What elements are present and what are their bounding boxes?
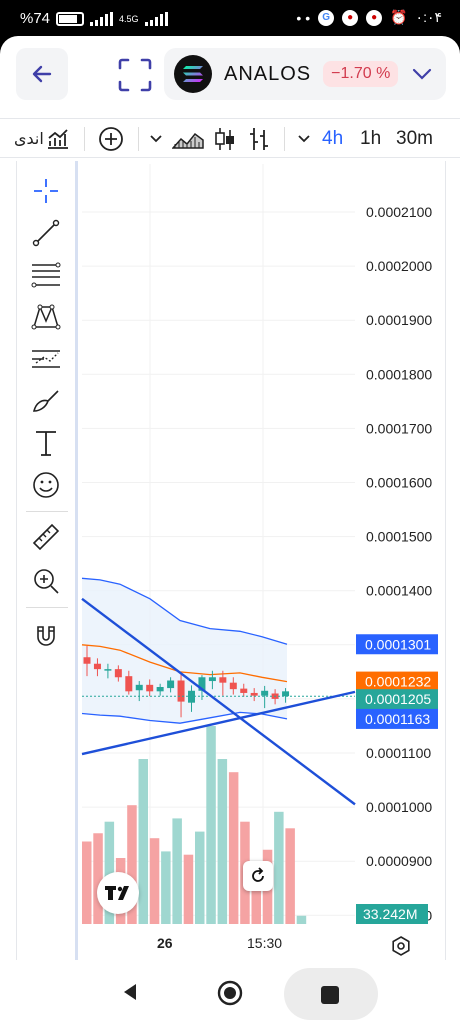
chevron-down-icon — [298, 135, 310, 143]
toolbar-divider — [138, 127, 139, 151]
status-bar: %74 4.5G • • G ● ● ⏰ ۰:۰۴ — [0, 0, 460, 36]
nav-back-icon[interactable] — [120, 982, 140, 1002]
chevron-down-icon — [150, 135, 162, 143]
chart-area[interactable] — [16, 161, 446, 960]
add-compare-button[interactable] — [98, 119, 124, 157]
trendline-icon — [32, 219, 60, 247]
prediction-tool[interactable] — [30, 343, 62, 375]
text-tool[interactable] — [30, 427, 62, 459]
chart-toolbar: اندی 4h 1h 30m — [0, 118, 460, 158]
indicators-label[interactable]: اندی — [14, 131, 44, 148]
pattern-icon — [31, 304, 61, 330]
candles-icon[interactable] — [214, 119, 236, 157]
reset-chart-button[interactable] — [243, 861, 273, 891]
battery-icon — [56, 11, 85, 26]
battery-percent: %74 — [20, 10, 51, 27]
gear-icon — [392, 936, 410, 956]
notification-icon-2: ● — [366, 9, 383, 26]
text-icon — [36, 431, 56, 456]
smiley-icon — [33, 472, 59, 498]
tradingview-logo[interactable] — [97, 872, 139, 914]
notification-icon: ● — [342, 9, 359, 26]
ruler-tool[interactable] — [30, 521, 62, 553]
more-dots-icon: • • — [296, 9, 311, 26]
refresh-icon — [252, 867, 264, 882]
system-nav-bar — [0, 960, 460, 1024]
toolbar-divider — [84, 127, 85, 151]
zoom-tool[interactable] — [30, 565, 62, 597]
indicators-icon[interactable] — [46, 119, 70, 157]
forecast-icon — [32, 350, 60, 368]
drawing-toolbar — [16, 161, 78, 960]
timeframe-4h[interactable]: 4h — [322, 128, 344, 149]
chart-settings-button[interactable] — [389, 934, 413, 958]
timeframe-1h[interactable]: 1h — [360, 128, 382, 149]
crosshair-tool[interactable] — [30, 175, 62, 207]
price-change-badge: −1.70 % — [323, 61, 399, 87]
magnet-icon — [37, 626, 55, 646]
alarm-icon: ⏰ — [390, 9, 408, 25]
clock: ۰:۰۴ — [415, 9, 442, 25]
toolbar-divider — [26, 511, 68, 512]
toolbar-divider — [284, 127, 285, 151]
fullscreen-button[interactable] — [114, 54, 156, 96]
toolbar-divider — [26, 607, 68, 608]
crosshair-icon — [34, 179, 58, 203]
fullscreen-icon — [118, 58, 152, 92]
chevron-down-icon — [412, 63, 432, 86]
plus-circle-icon — [99, 127, 123, 151]
brush-tool[interactable] — [30, 385, 62, 417]
network-type: 4.5G — [119, 13, 139, 24]
header: ANALOS −1.70 % — [0, 36, 460, 112]
trendline-tool[interactable] — [30, 217, 62, 249]
signal-icon-2 — [144, 11, 168, 26]
back-button[interactable] — [16, 48, 68, 100]
area-chart-icon[interactable] — [172, 119, 204, 157]
chart-type-dropdown[interactable] — [150, 119, 162, 157]
nav-recent-icon[interactable] — [321, 986, 339, 1004]
app-window: ANALOS −1.70 % اندی — [0, 36, 460, 960]
nav-home-icon[interactable] — [217, 980, 243, 1006]
timeframe-dropdown[interactable] — [298, 119, 310, 157]
signal-icon — [90, 11, 114, 26]
zoom-in-icon — [34, 569, 59, 594]
solana-logo-icon — [174, 55, 212, 93]
horizontal-lines-icon — [31, 262, 61, 288]
coin-selector[interactable]: ANALOS −1.70 % — [164, 48, 446, 100]
emoji-tool[interactable] — [30, 469, 62, 501]
timeframe-30m[interactable]: 30m — [396, 128, 433, 149]
google-icon: G — [318, 9, 335, 26]
pattern-tool[interactable] — [30, 301, 62, 333]
coin-name: ANALOS — [224, 62, 312, 85]
brush-icon — [32, 390, 59, 412]
magnet-tool[interactable] — [30, 621, 62, 653]
fib-tool[interactable] — [30, 259, 62, 291]
bars-icon[interactable] — [248, 119, 270, 157]
ruler-icon — [32, 523, 60, 551]
arrow-left-icon — [32, 65, 52, 83]
